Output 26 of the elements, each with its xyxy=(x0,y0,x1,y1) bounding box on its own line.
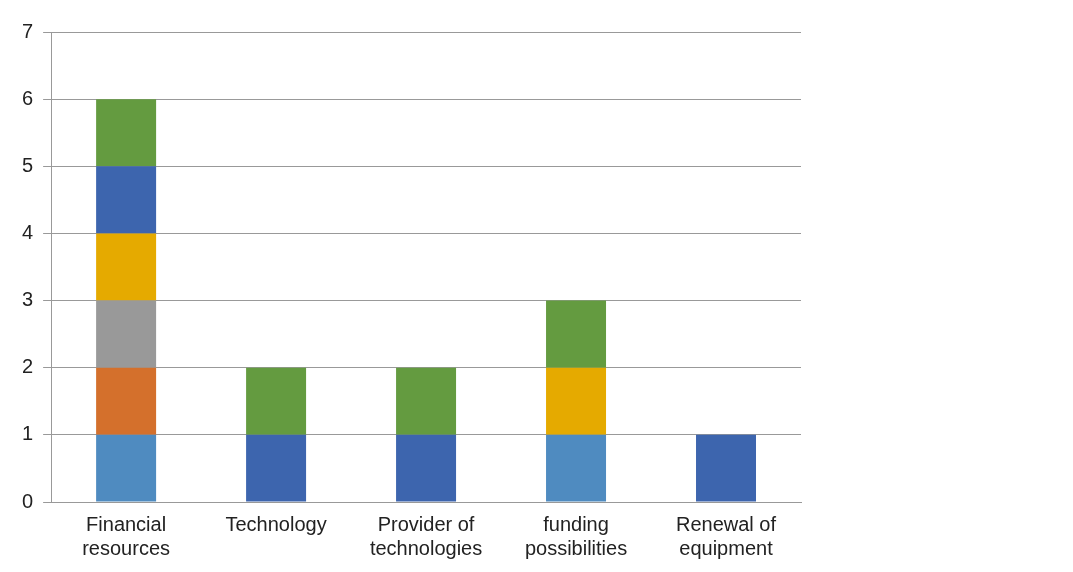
bar xyxy=(396,434,457,502)
bar xyxy=(696,434,757,502)
bar xyxy=(546,367,607,435)
y-tick-label: 4 xyxy=(22,220,34,243)
bar xyxy=(96,233,157,301)
bar xyxy=(396,367,457,435)
y-tick-label: 0 xyxy=(22,489,34,512)
bar xyxy=(96,434,157,502)
x-tick-label: Provider of technologies xyxy=(369,512,483,559)
y-tick-label: 1 xyxy=(22,422,34,445)
bar xyxy=(96,99,157,167)
bar xyxy=(246,434,307,502)
y-tick-label: 3 xyxy=(22,288,34,311)
y-tick-label: 7 xyxy=(22,19,34,42)
x-tick-label: Renewal of equipment xyxy=(675,512,777,559)
bar xyxy=(96,367,157,435)
bar xyxy=(546,434,607,502)
x-tick-label: funding possibilities xyxy=(524,512,628,559)
y-tick-label: 2 xyxy=(22,355,34,378)
y-tick-label: 5 xyxy=(22,153,34,176)
x-tick-label: Technology xyxy=(225,512,327,535)
bar xyxy=(96,166,157,234)
bar xyxy=(546,300,607,368)
bar xyxy=(246,367,307,435)
y-tick-label: 6 xyxy=(22,86,34,109)
x-tick-label: Financial resources xyxy=(82,512,171,559)
